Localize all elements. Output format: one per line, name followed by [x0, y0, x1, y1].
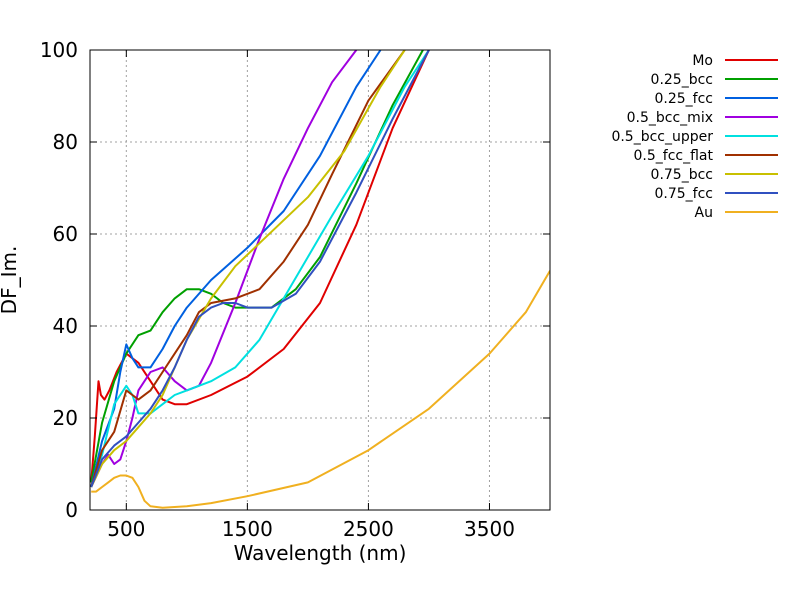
x-tick-label: 3500 [464, 517, 515, 541]
ticks [90, 49, 550, 511]
legend-label: 0.25_fcc [655, 91, 714, 107]
grid [90, 50, 550, 510]
tick-labels: 500 1500 2500 3500 0 20 40 60 80 100 [40, 38, 515, 541]
series-line-0-25-fcc [90, 50, 382, 488]
y-tick-label: 0 [65, 498, 78, 522]
series-line-au [91, 270, 550, 509]
series-line-0-5-bcc-upper [90, 50, 430, 488]
legend-label: 0.75_fcc [655, 186, 714, 202]
series-line-mo [90, 50, 430, 483]
y-tick-label: 60 [53, 222, 78, 246]
legend-label: Mo [692, 53, 713, 69]
plot-frame [89, 49, 551, 511]
x-tick-label: 2500 [343, 517, 394, 541]
legend-label: 0.5_bcc_mix [627, 110, 713, 126]
y-axis-title: DF_Im. [0, 246, 21, 315]
series-line-0-5-fcc-flat [90, 50, 406, 488]
y-tick-label: 100 [40, 38, 78, 62]
y-tick-label: 40 [53, 314, 78, 338]
y-tick-label: 80 [53, 130, 78, 154]
legend-label: 0.75_bcc [651, 167, 713, 183]
series-lines [90, 50, 550, 509]
legend: Mo 0.25_bcc 0.25_fcc 0.5_bcc_mix 0.5_bcc_upp… [611, 53, 778, 221]
series-line-0-75-fcc [90, 50, 430, 488]
legend-label: 0.25_bcc [651, 72, 713, 88]
y-tick-label: 20 [53, 406, 78, 430]
x-tick-label: 1500 [222, 517, 273, 541]
legend-label: Au [695, 205, 713, 221]
legend-label: 0.5_fcc_flat [634, 148, 714, 164]
legend-label: 0.5_bcc_upper [611, 129, 713, 145]
series-line-0-5-bcc-mix [90, 50, 358, 488]
x-tick-label: 500 [107, 517, 145, 541]
x-axis-title: Wavelength (nm) [234, 541, 407, 565]
